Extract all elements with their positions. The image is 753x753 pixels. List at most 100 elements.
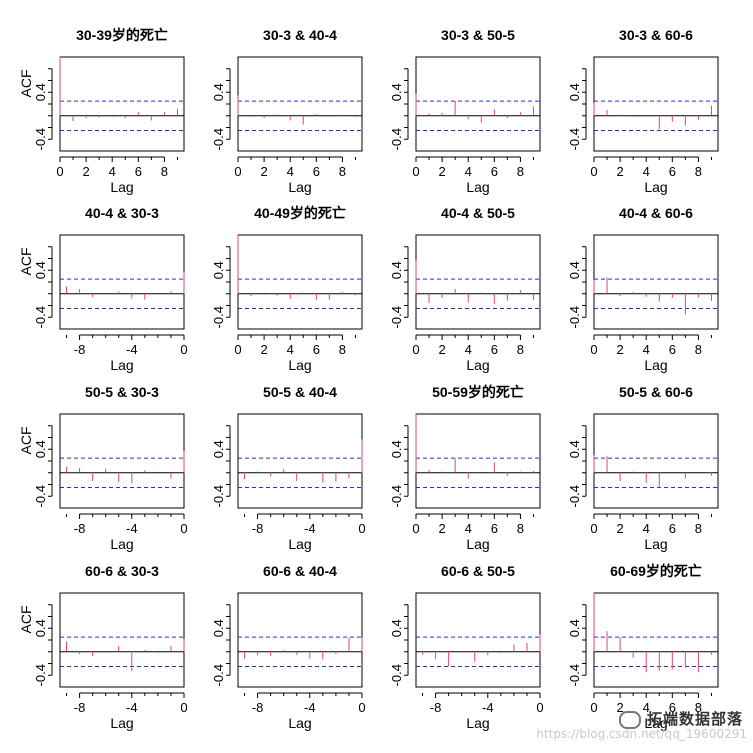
x-tick-label: 0 bbox=[56, 164, 63, 179]
wechat-icon bbox=[618, 710, 641, 729]
plot-frame bbox=[415, 592, 541, 688]
y-tick-label: -0.4 bbox=[33, 485, 48, 507]
panel-title: 50-5 & 60-6 bbox=[619, 384, 693, 400]
y-tick-label: 0.4 bbox=[211, 440, 226, 458]
x-tick-label: 4 bbox=[287, 164, 294, 179]
plot-frame bbox=[59, 413, 185, 509]
plot-frame bbox=[59, 56, 185, 152]
plot-frame bbox=[593, 413, 719, 509]
x-tick-label: 6 bbox=[669, 700, 676, 715]
y-tick-label: 0.4 bbox=[389, 619, 404, 637]
plot-frame bbox=[59, 592, 185, 688]
x-tick-label: 4 bbox=[287, 342, 294, 357]
plot-frame bbox=[415, 234, 541, 330]
x-axis-label: Lag bbox=[644, 179, 667, 195]
x-tick-label: -8 bbox=[74, 342, 86, 357]
x-axis-label: Lag bbox=[110, 536, 133, 552]
x-tick-label: 4 bbox=[643, 700, 650, 715]
x-tick-label: 4 bbox=[109, 164, 116, 179]
y-tick-label: 0.4 bbox=[211, 619, 226, 637]
y-tick-label: 0.4 bbox=[389, 83, 404, 101]
watermark-text: 拓端数据部落 bbox=[646, 710, 743, 728]
x-axis-label: Lag bbox=[466, 179, 489, 195]
x-tick-label: -4 bbox=[304, 521, 316, 536]
x-tick-label: 2 bbox=[260, 342, 267, 357]
y-tick-label: 0.4 bbox=[33, 440, 48, 458]
x-tick-label: 0 bbox=[234, 164, 241, 179]
x-tick-label: 2 bbox=[616, 700, 623, 715]
panel-title: 40-4 & 50-5 bbox=[441, 205, 515, 221]
plot-frame bbox=[237, 592, 363, 688]
x-axis-label: Lag bbox=[644, 715, 667, 731]
panel-title: 30-3 & 60-6 bbox=[619, 27, 693, 43]
x-tick-label: -4 bbox=[126, 521, 138, 536]
x-tick-label: -8 bbox=[74, 700, 86, 715]
x-tick-label: 2 bbox=[438, 521, 445, 536]
x-tick-label: 8 bbox=[517, 521, 524, 536]
y-tick-label: 0.4 bbox=[567, 83, 582, 101]
panel-title: 60-6 & 50-5 bbox=[441, 563, 515, 579]
x-tick-label: 8 bbox=[695, 164, 702, 179]
x-tick-label: 2 bbox=[616, 342, 623, 357]
panel-title: 40-49岁的死亡 bbox=[254, 205, 346, 221]
x-tick-label: 8 bbox=[517, 164, 524, 179]
x-tick-label: 4 bbox=[465, 164, 472, 179]
x-tick-label: 4 bbox=[643, 164, 650, 179]
x-tick-label: 6 bbox=[135, 164, 142, 179]
y-axis-label: ACF bbox=[18, 69, 34, 97]
x-axis-label: Lag bbox=[288, 536, 311, 552]
x-tick-label: -8 bbox=[252, 521, 264, 536]
y-axis-label: ACF bbox=[18, 247, 34, 275]
panel-title: 30-3 & 50-5 bbox=[441, 27, 515, 43]
plot-frame bbox=[415, 56, 541, 152]
watermark: 拓端数据部落 bbox=[618, 708, 743, 729]
y-tick-label: -0.4 bbox=[567, 306, 582, 328]
x-tick-label: 8 bbox=[161, 164, 168, 179]
plot-frame bbox=[593, 56, 719, 152]
plot-frame bbox=[593, 592, 719, 688]
y-tick-label: 0.4 bbox=[211, 83, 226, 101]
x-tick-label: 0 bbox=[590, 164, 597, 179]
y-tick-label: 0.4 bbox=[567, 440, 582, 458]
y-tick-label: 0.4 bbox=[33, 619, 48, 637]
x-tick-label: -4 bbox=[126, 700, 138, 715]
plot-frame bbox=[237, 234, 363, 330]
x-tick-label: 8 bbox=[695, 342, 702, 357]
y-tick-label: 0.4 bbox=[33, 83, 48, 101]
panel-title: 50-59岁的死亡 bbox=[432, 384, 524, 400]
x-tick-label: 0 bbox=[412, 521, 419, 536]
x-tick-label: 4 bbox=[643, 342, 650, 357]
panel-title: 30-39岁的死亡 bbox=[76, 27, 168, 43]
x-tick-label: 6 bbox=[313, 342, 320, 357]
y-tick-label: -0.4 bbox=[33, 128, 48, 150]
y-tick-label: -0.4 bbox=[33, 664, 48, 686]
plot-frame bbox=[237, 413, 363, 509]
y-tick-label: -0.4 bbox=[211, 664, 226, 686]
x-tick-label: 8 bbox=[517, 342, 524, 357]
panel-title: 50-5 & 40-4 bbox=[263, 384, 337, 400]
x-tick-label: 6 bbox=[491, 342, 498, 357]
x-axis-label: Lag bbox=[644, 357, 667, 373]
plot-frame bbox=[237, 56, 363, 152]
panel-title: 40-4 & 60-6 bbox=[619, 205, 693, 221]
x-tick-label: 0 bbox=[180, 700, 187, 715]
y-tick-label: -0.4 bbox=[389, 664, 404, 686]
y-tick-label: -0.4 bbox=[567, 664, 582, 686]
x-tick-label: 6 bbox=[491, 164, 498, 179]
y-tick-label: -0.4 bbox=[389, 128, 404, 150]
x-axis-label: Lag bbox=[110, 179, 133, 195]
y-tick-label: -0.4 bbox=[211, 485, 226, 507]
panel-title: 60-6 & 40-4 bbox=[263, 563, 337, 579]
panel-title: 40-4 & 30-3 bbox=[85, 205, 159, 221]
x-tick-label: 6 bbox=[669, 164, 676, 179]
x-tick-label: -8 bbox=[74, 521, 86, 536]
x-tick-label: 2 bbox=[260, 164, 267, 179]
y-axis-label: ACF bbox=[18, 605, 34, 633]
x-tick-label: 2 bbox=[438, 164, 445, 179]
x-tick-label: 6 bbox=[669, 342, 676, 357]
x-tick-label: 0 bbox=[358, 700, 365, 715]
y-tick-label: 0.4 bbox=[211, 261, 226, 279]
y-tick-label: 0.4 bbox=[33, 261, 48, 279]
source-url: https://blog.csdn.net/qq_19600291 bbox=[536, 727, 747, 741]
plot-frame bbox=[593, 234, 719, 330]
